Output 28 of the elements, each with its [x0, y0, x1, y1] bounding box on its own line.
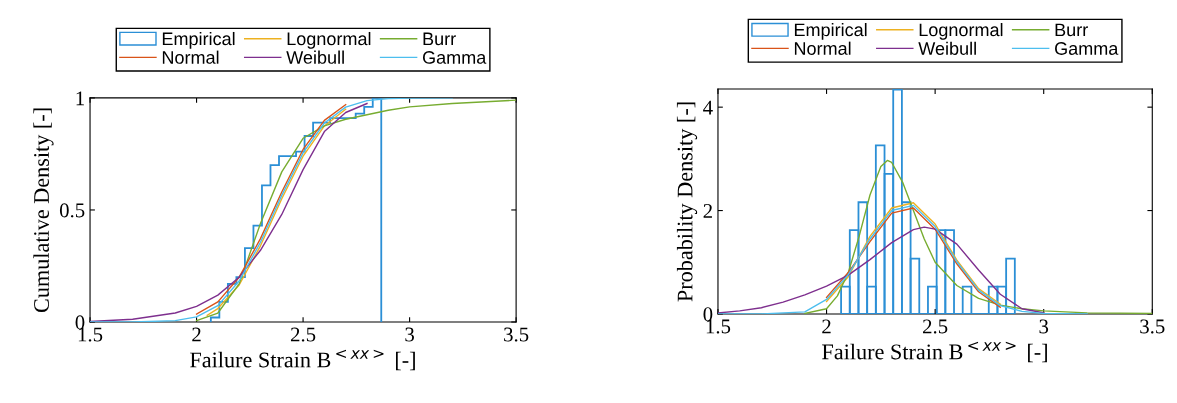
x-tick-label: 3.5 [1140, 319, 1165, 334]
y-axis-title: Probability Density [-] [676, 102, 698, 302]
x-tick-label: 3 [405, 327, 414, 342]
legend-label: Lognormal [287, 31, 371, 49]
y-tick-label: 4 [703, 100, 713, 115]
legend-label: Normal [794, 41, 851, 55]
x-tick-label: 2 [192, 327, 201, 342]
x-tick-label: 3 [1039, 319, 1049, 334]
legend-label: Weibull [286, 50, 344, 64]
legend-label: Empirical [794, 23, 867, 40]
y-tick-label: 0.5 [59, 203, 85, 218]
x-tick-label: 2.5 [290, 327, 316, 342]
x-axis-title: Failure Strain B$^{<xx>}$ [-] [190, 349, 415, 371]
legend-label: Gamma [422, 51, 487, 64]
legend-label: Weibull [918, 41, 976, 55]
legend-label: Burr [1055, 23, 1088, 37]
legend-label: Normal [162, 50, 219, 64]
legend-label: Lognormal [919, 23, 1003, 40]
legend-label: Gamma [1055, 42, 1119, 55]
legend-label: Empirical [162, 31, 235, 49]
legend-label: Burr [423, 32, 456, 46]
x-tick-label: 3.5 [504, 327, 529, 342]
x-tick-label: 2 [822, 319, 831, 334]
x-tick-label: 2.5 [923, 319, 948, 334]
x-axis-title: Failure Strain B$^{<xx>}$ [-] [822, 341, 1047, 363]
y-tick-label: 1 [76, 91, 84, 106]
y-axis-title: Cumulative Density [-] [33, 108, 54, 313]
y-tick-label: 2 [703, 203, 712, 218]
